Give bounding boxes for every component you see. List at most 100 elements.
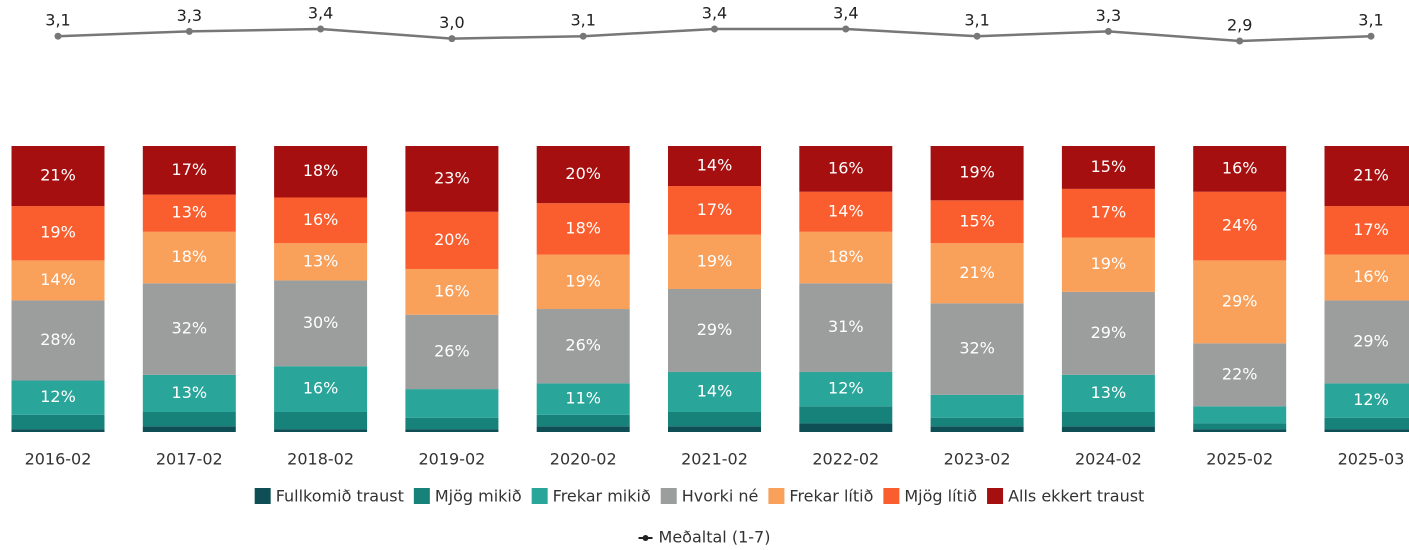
bar-segment bbox=[142, 194, 236, 232]
bar-segment bbox=[274, 243, 368, 281]
bar-segment bbox=[1193, 260, 1287, 344]
bar-segment bbox=[11, 206, 105, 261]
data-label: 14% bbox=[697, 156, 733, 175]
bar-segment bbox=[142, 411, 236, 427]
bar-segment bbox=[799, 371, 893, 407]
line-point bbox=[1367, 32, 1375, 40]
legend-label: Frekar lítið bbox=[789, 487, 873, 506]
bar-segment bbox=[11, 414, 105, 430]
bar-segment bbox=[536, 309, 630, 384]
data-label: 19% bbox=[565, 271, 601, 290]
line-label: 3,4 bbox=[308, 4, 333, 23]
data-label: 16% bbox=[828, 158, 864, 177]
bar-segment bbox=[405, 389, 499, 418]
bar-segment bbox=[799, 146, 893, 192]
bar-segment bbox=[1324, 146, 1409, 207]
bar-segment bbox=[405, 146, 499, 212]
line-point bbox=[973, 32, 981, 40]
line-point bbox=[1104, 27, 1112, 35]
data-label: 26% bbox=[565, 336, 601, 355]
legend-swatch bbox=[987, 488, 1004, 504]
data-label: 16% bbox=[1222, 158, 1258, 177]
bar-segment bbox=[799, 406, 893, 424]
data-label: 18% bbox=[303, 161, 339, 180]
data-label: 14% bbox=[697, 381, 733, 400]
data-label: 19% bbox=[959, 163, 995, 182]
bar-segment bbox=[274, 146, 368, 198]
data-label: 29% bbox=[1353, 331, 1389, 350]
bar-segment bbox=[1061, 374, 1155, 412]
data-label: 19% bbox=[1091, 254, 1127, 273]
x-tick-label: 2021-02 bbox=[681, 450, 748, 469]
bar-segment bbox=[274, 366, 368, 412]
data-label: 13% bbox=[172, 203, 208, 222]
legend-swatch bbox=[413, 488, 430, 504]
bar-segment bbox=[930, 146, 1024, 201]
x-tick-label: 2016-02 bbox=[25, 450, 92, 469]
line-label: 3,3 bbox=[177, 6, 202, 25]
bar-segment bbox=[536, 383, 630, 415]
line-point bbox=[579, 32, 587, 40]
x-tick-label: 2023-02 bbox=[944, 450, 1011, 469]
bar-segment bbox=[274, 411, 368, 430]
data-label: 20% bbox=[434, 230, 470, 249]
bar-segment bbox=[1061, 291, 1155, 375]
bar-segment bbox=[930, 200, 1024, 244]
data-label: 12% bbox=[1353, 390, 1389, 409]
legend-label: Mjög lítið bbox=[904, 487, 977, 506]
line-label: 3,3 bbox=[1096, 6, 1121, 25]
x-tick-label: 2025-02 bbox=[1206, 450, 1273, 469]
data-label: 29% bbox=[697, 320, 733, 339]
bar-segment bbox=[930, 303, 1024, 395]
legend-swatch bbox=[660, 488, 677, 504]
legend-dot bbox=[642, 535, 649, 541]
x-tick-label: 2022-02 bbox=[812, 450, 879, 469]
bar-segment bbox=[536, 203, 630, 255]
bar-segment bbox=[668, 146, 761, 187]
legend-swatch bbox=[883, 488, 900, 504]
data-label: 30% bbox=[303, 313, 339, 332]
bar-segment bbox=[930, 394, 1024, 418]
bar-segment bbox=[668, 234, 761, 289]
bar-segment bbox=[142, 283, 236, 375]
data-label: 16% bbox=[303, 379, 339, 398]
bar-segment bbox=[11, 380, 105, 415]
bar-segment bbox=[536, 426, 630, 432]
bar-segment bbox=[11, 429, 105, 432]
legend-label: Frekar mikið bbox=[553, 487, 651, 506]
line-label: 3,1 bbox=[1358, 11, 1383, 30]
bar-segment bbox=[668, 411, 761, 427]
legend-label: Meðaltal (1-7) bbox=[659, 528, 771, 547]
data-label: 17% bbox=[172, 160, 208, 179]
bar-segment bbox=[11, 260, 105, 301]
data-label: 17% bbox=[1091, 203, 1127, 222]
data-label: 18% bbox=[565, 218, 601, 237]
bar-segment bbox=[274, 280, 368, 367]
bar-segment bbox=[799, 283, 893, 372]
data-label: 31% bbox=[828, 317, 864, 336]
data-label: 26% bbox=[434, 341, 470, 360]
bar-segment bbox=[142, 426, 236, 432]
bar-segment bbox=[405, 429, 499, 432]
data-label: 13% bbox=[1091, 383, 1127, 402]
legend-swatch bbox=[254, 488, 271, 504]
data-label: 22% bbox=[1222, 364, 1258, 383]
bar-segment bbox=[1061, 188, 1155, 238]
data-label: 16% bbox=[434, 281, 470, 300]
bar-segment bbox=[668, 186, 761, 235]
line-label: 3,4 bbox=[702, 4, 727, 23]
bar-segment bbox=[930, 426, 1024, 432]
bar-segment bbox=[799, 231, 893, 284]
line-point bbox=[317, 25, 325, 33]
line-label: 3,0 bbox=[439, 13, 464, 32]
data-label: 21% bbox=[959, 263, 995, 282]
data-label: 32% bbox=[959, 339, 995, 358]
bar-segment bbox=[1324, 383, 1409, 418]
data-label: 13% bbox=[172, 383, 208, 402]
data-label: 14% bbox=[40, 270, 76, 289]
x-tick-label: 2018-02 bbox=[287, 450, 354, 469]
bar-segment bbox=[405, 417, 499, 430]
x-tick-label: 2017-02 bbox=[156, 450, 223, 469]
bar-segment bbox=[1193, 406, 1287, 424]
